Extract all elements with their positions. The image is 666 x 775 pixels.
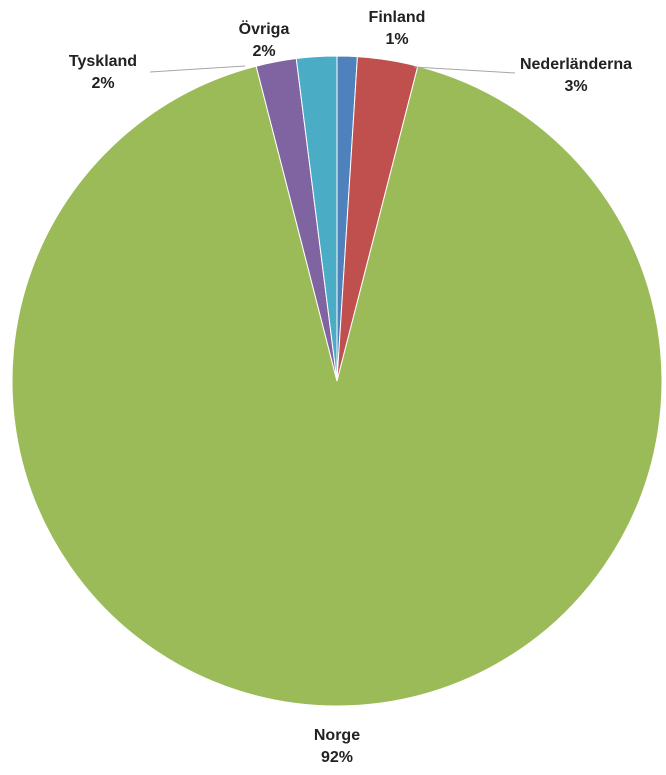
pie-slice-norge bbox=[11, 65, 663, 707]
slice-label-name: Nederländerna bbox=[520, 56, 632, 73]
slice-label-nederlanderna: Nederländerna 3% bbox=[520, 56, 632, 95]
slice-label-percent: 2% bbox=[91, 75, 114, 92]
slice-label-name: Övriga bbox=[239, 19, 290, 38]
leader-line-nederlanderna bbox=[413, 66, 516, 74]
slice-label-percent: 92% bbox=[321, 749, 353, 766]
leader-lines bbox=[149, 65, 516, 74]
pie-slices bbox=[11, 55, 663, 707]
slice-label-name: Finland bbox=[369, 9, 426, 26]
slice-label-percent: 2% bbox=[252, 43, 275, 60]
slice-labels: Finland 1% Nederländerna 3% Norge 92% Tyskland… bbox=[69, 9, 632, 766]
slice-label-finland: Finland 1% bbox=[369, 9, 426, 48]
slice-label-name: Norge bbox=[314, 727, 360, 744]
slice-label-tyskland: Tyskland 2% bbox=[69, 53, 137, 92]
leader-line-tyskland bbox=[149, 65, 246, 73]
slice-label-ovriga: Övriga 2% bbox=[239, 19, 290, 60]
slice-label-percent: 1% bbox=[385, 31, 408, 48]
slice-label-percent: 3% bbox=[564, 78, 587, 95]
slice-label-norge: Norge 92% bbox=[314, 727, 360, 766]
slice-label-name: Tyskland bbox=[69, 53, 137, 70]
pie-slice-ovriga bbox=[295, 55, 338, 382]
